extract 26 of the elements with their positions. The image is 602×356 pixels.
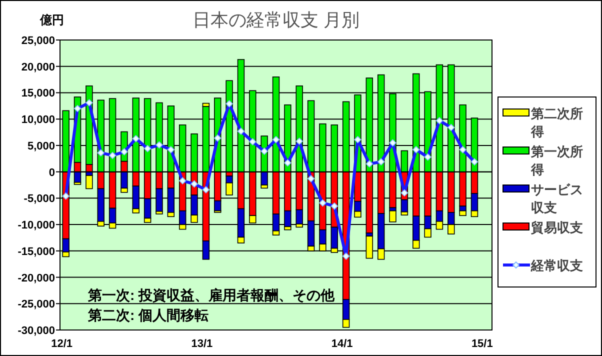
y-tick-label: -30,000 <box>18 325 55 337</box>
x-tick-label: 13/1 <box>191 338 213 350</box>
y-tick-label: -15,000 <box>18 246 55 258</box>
y-tick-label: 20,000 <box>21 61 55 74</box>
x-tick-label: 12/1 <box>51 338 73 350</box>
legend-label: 貿易収支 <box>530 220 583 235</box>
x-tick-label: 14/1 <box>331 338 353 350</box>
y-tick-label: -25,000 <box>18 298 55 311</box>
annotation: 第一次: 投資収益、雇用者報酬、その他 <box>87 287 336 303</box>
y-tick-label: 5,000 <box>27 140 55 152</box>
bar <box>86 175 93 190</box>
y-tick-label: -20,000 <box>18 272 55 284</box>
y-axis-title: 億円 <box>39 13 64 27</box>
legend-label: サービス収支 <box>531 182 583 215</box>
chart-title: 日本の経常収支 月別 <box>192 10 360 30</box>
annotation: 第二次: 個人間移転 <box>87 307 209 323</box>
y-tick-label: 10,000 <box>21 114 55 126</box>
y-tick-label: 0 <box>48 166 55 179</box>
y-tick-label: 25,000 <box>21 35 55 47</box>
y-tick-label: 15,000 <box>21 88 55 100</box>
y-tick-label: -10,000 <box>18 220 55 232</box>
legend-label: 第二次所得 <box>530 106 583 139</box>
legend-label: 第一次所得 <box>530 144 583 177</box>
legend-label: 経常収支 <box>530 258 583 273</box>
y-tick-label: -5,000 <box>24 193 55 206</box>
x-tick-label: 15/1 <box>471 338 493 350</box>
